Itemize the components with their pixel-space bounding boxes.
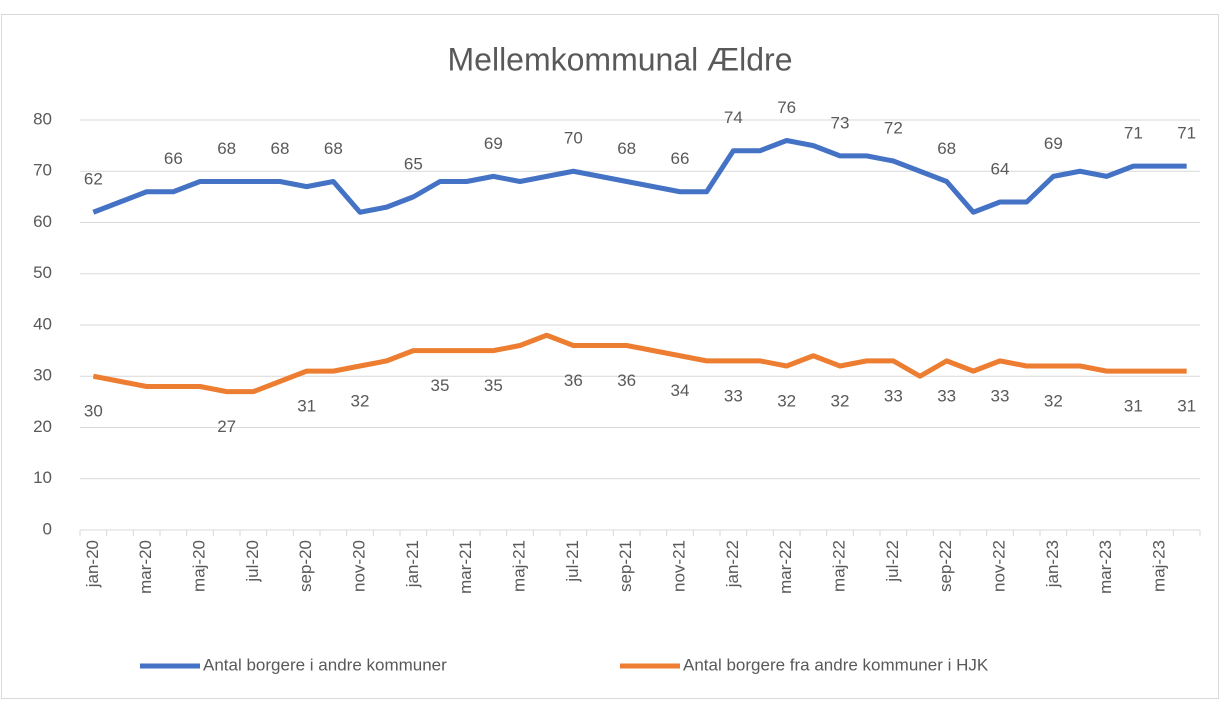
data-label: 33	[937, 386, 956, 405]
y-tick-label: 60	[33, 212, 52, 231]
data-label: 69	[1044, 134, 1063, 153]
y-tick-label: 50	[33, 263, 52, 282]
chart-border	[1, 14, 1219, 699]
x-tick-label: nov-21	[669, 540, 688, 592]
y-tick-label: 30	[33, 366, 52, 385]
data-label: 32	[831, 391, 850, 410]
data-label: 35	[431, 376, 450, 395]
data-label: 72	[884, 118, 903, 137]
data-label: 33	[991, 386, 1010, 405]
data-label: 74	[724, 108, 743, 127]
y-tick-label: 10	[33, 468, 52, 487]
y-tick-label: 80	[33, 109, 52, 128]
data-label: 31	[1177, 397, 1196, 416]
x-tick-label: maj-20	[189, 540, 208, 592]
x-tick-label: mar-20	[136, 540, 155, 594]
data-label: 34	[671, 381, 690, 400]
x-tick-label: jan-20	[83, 540, 102, 588]
legend-label: Antal borgere i andre kommuner	[203, 655, 447, 674]
data-label: 71	[1124, 124, 1143, 143]
y-tick-label: 70	[33, 161, 52, 180]
data-label: 76	[777, 98, 796, 117]
data-label: 68	[217, 139, 236, 158]
x-tick-label: maj-22	[829, 540, 848, 592]
x-tick-label: jan-21	[403, 540, 422, 588]
series-line	[92, 138, 1187, 215]
x-tick-label: jan-22	[723, 540, 742, 588]
data-label: 31	[297, 397, 316, 416]
data-label: 68	[617, 139, 636, 158]
x-tick-label: mar-21	[456, 540, 475, 594]
data-label: 68	[937, 139, 956, 158]
series-line	[92, 332, 1187, 395]
data-label: 69	[484, 134, 503, 153]
x-tick-label: nov-20	[349, 540, 368, 592]
data-label: 71	[1177, 124, 1196, 143]
x-tick-label: jul-22	[883, 540, 902, 583]
data-label: 31	[1124, 397, 1143, 416]
data-label: 68	[271, 139, 290, 158]
data-label: 36	[564, 371, 583, 390]
x-tick-label: jul-21	[563, 540, 582, 583]
data-label: 62	[84, 170, 103, 189]
x-tick-label: maj-21	[509, 540, 528, 592]
x-tick-label: maj-23	[1149, 540, 1168, 592]
y-tick-label: 20	[33, 417, 52, 436]
x-tick-label: mar-23	[1096, 540, 1115, 594]
x-tick-label: sep-22	[936, 540, 955, 592]
data-label: 32	[777, 391, 796, 410]
data-label: 30	[84, 402, 103, 421]
data-label: 68	[324, 139, 343, 158]
data-label: 33	[884, 386, 903, 405]
x-tick-label: mar-22	[776, 540, 795, 594]
x-tick-label: jul-20	[243, 540, 262, 583]
chart-title: Mellemkommunal Ældre	[448, 41, 793, 77]
y-tick-label: 40	[33, 314, 52, 333]
data-label: 70	[564, 129, 583, 148]
x-tick-label: jan-23	[1043, 540, 1062, 588]
data-label: 33	[724, 386, 743, 405]
x-tick-label: sep-21	[616, 540, 635, 592]
data-label: 66	[164, 149, 183, 168]
x-tick-label: nov-22	[989, 540, 1008, 592]
data-label: 32	[1044, 391, 1063, 410]
data-label: 32	[351, 391, 370, 410]
data-label: 73	[831, 113, 850, 132]
data-label: 65	[404, 154, 423, 173]
data-label: 36	[617, 371, 636, 390]
legend-label: Antal borgere fra andre kommuner i HJK	[683, 655, 989, 674]
x-tick-label: sep-20	[296, 540, 315, 592]
y-tick-label: 0	[43, 519, 52, 538]
data-label: 35	[484, 376, 503, 395]
data-label: 66	[671, 149, 690, 168]
data-label: 64	[991, 159, 1010, 178]
data-label: 27	[217, 417, 236, 436]
